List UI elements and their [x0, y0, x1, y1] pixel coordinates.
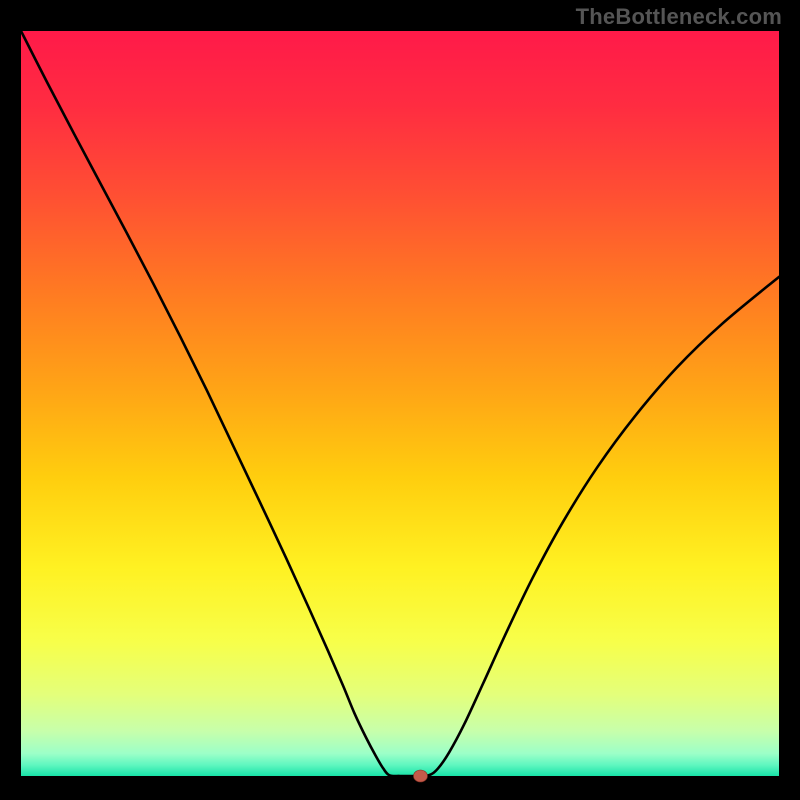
bottleneck-chart: TheBottleneck.com: [0, 0, 800, 800]
chart-svg: [0, 0, 800, 800]
chart-plot-area: [21, 31, 779, 776]
optimum-marker: [413, 770, 427, 782]
